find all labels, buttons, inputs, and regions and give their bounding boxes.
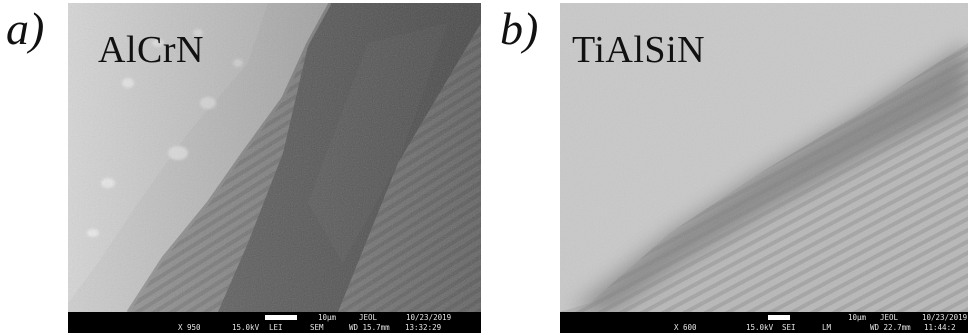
micrograph-tialsin [560,3,968,312]
sem-databar-a: 10µm JEOL 10/23/2019 X 950 15.0kV LEI SE… [68,312,481,333]
panel-b-letter: b) [500,3,539,54]
wd-a: WD 15.7mm [349,323,390,332]
sem-image-alcrn: AlCrN 10µm JEOL 10/23/2019 X 950 15.0kV … [68,3,481,333]
magnification-b: X 600 [674,323,697,332]
voltage-a: 15.0kV [232,323,260,332]
mode-b: LM [822,323,832,332]
scale-bar-a [265,315,297,320]
coating-label-tialsin: TiAlSiN [572,29,706,71]
wd-b: WD 22.7mm [870,323,911,332]
date-a: 10/23/2019 [406,313,452,322]
scale-value-a: 10µm [318,313,337,322]
date-b: 10/23/2019 [922,313,968,322]
panel-a-letter: a) [6,3,45,54]
coating-label-alcrn: AlCrN [98,29,204,71]
time-a: 13:32:29 [405,323,442,332]
maker-b: JEOL [880,313,899,322]
sem-image-tialsin: TiAlSiN 10µm JEOL 10/23/2019 X 600 15.0k… [560,3,968,333]
scale-value-b: 10µm [848,313,867,322]
sem-databar-b: 10µm JEOL 10/23/2019 X 600 15.0kV SEI LM… [560,312,968,333]
scale-bar-b [768,315,790,320]
mode-a: SEM [310,323,324,332]
magnification-a: X 950 [178,323,201,332]
detector-a: LEI [269,323,283,332]
voltage-b: 15.0kV [746,323,774,332]
micrograph-alcrn [68,3,481,312]
time-b: 11:44:2 [924,323,956,332]
maker-a: JEOL [359,313,378,322]
detector-b: SEI [782,323,796,332]
